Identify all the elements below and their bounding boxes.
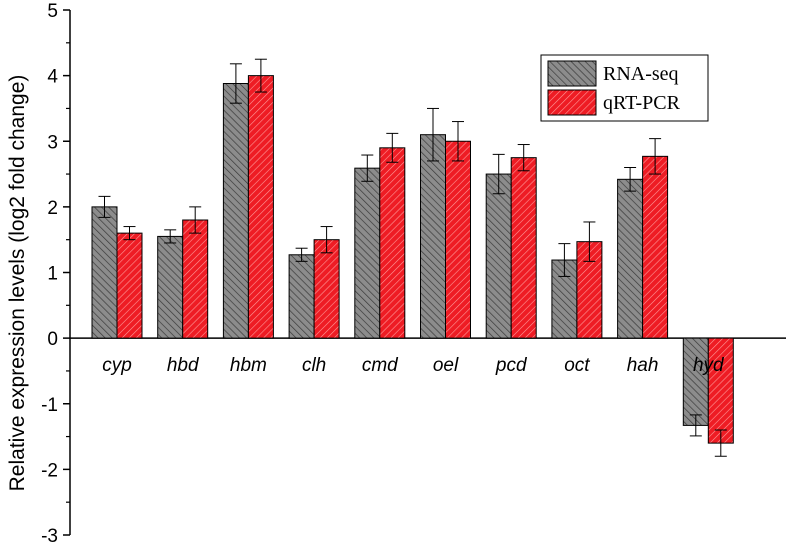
error-bars <box>98 58 727 457</box>
bar-qrt-pcr-hyd <box>707 337 734 444</box>
category-label-pcd: pcd <box>495 355 528 376</box>
bar-qrt-pcr-oel <box>445 140 471 339</box>
bar-rna-seq-hah <box>617 178 644 339</box>
bar-rna-seq-cyp <box>91 206 118 339</box>
bar-rna-seq-pcd <box>485 173 512 339</box>
category-label-hyd: hyd <box>693 355 725 376</box>
y-tick-label: 3 <box>47 132 58 153</box>
bar-rna-seq-oel <box>420 134 446 339</box>
legend-label-qrt-pcr: qRT-PCR <box>603 92 681 114</box>
y-tick-label: 4 <box>47 67 58 88</box>
bar-qrt-pcr-pcd <box>510 157 537 339</box>
y-axis-title: Relative expression levels (log2 fold ch… <box>6 75 29 492</box>
y-tick-label: 2 <box>47 198 58 219</box>
y-tick-label: -3 <box>41 526 58 542</box>
bar-rna-seq-hbm <box>222 83 249 339</box>
bar-qrt-pcr-clh <box>313 239 340 339</box>
category-label-cyp: cyp <box>102 355 132 376</box>
bar-rna-seq-hyd <box>682 337 709 426</box>
category-label-oel: oel <box>433 355 459 376</box>
legend: RNA-seq qRT-PCR <box>540 54 709 122</box>
bar-qrt-pcr-hbm <box>247 75 274 339</box>
y-tick-label: 5 <box>47 1 58 22</box>
category-label-hah: hah <box>627 355 659 376</box>
y-tick-label: 1 <box>47 264 58 285</box>
bar-rna-seq-clh <box>288 254 315 339</box>
category-label-oct: oct <box>564 355 590 376</box>
category-labels: cyp hbd hbm clh cmd oel pcd oct hah hyd <box>102 355 725 376</box>
bar-rna-seq-cmd <box>354 167 381 339</box>
y-tick-label: 0 <box>47 329 58 350</box>
legend-label-rna-seq: RNA-seq <box>603 63 679 85</box>
bars <box>91 75 734 444</box>
y-tick-label: -1 <box>41 395 58 416</box>
category-label-clh: clh <box>302 355 326 376</box>
bar-qrt-pcr-hbd <box>182 219 209 339</box>
category-label-hbd: hbd <box>167 355 200 376</box>
legend-swatch-qrt-pcr <box>547 89 597 116</box>
bar-qrt-pcr-cmd <box>379 147 406 339</box>
bar-qrt-pcr-cyp <box>116 232 143 339</box>
category-label-cmd: cmd <box>362 355 399 376</box>
y-axis: -3 -2 -1 0 1 2 3 4 5 <box>41 1 71 542</box>
y-tick-label: -2 <box>41 460 58 481</box>
bar-qrt-pcr-hah <box>642 155 669 339</box>
category-label-hbm: hbm <box>230 355 267 376</box>
legend-swatch-rna-seq <box>547 60 597 87</box>
bar-rna-seq-hbd <box>157 235 184 339</box>
